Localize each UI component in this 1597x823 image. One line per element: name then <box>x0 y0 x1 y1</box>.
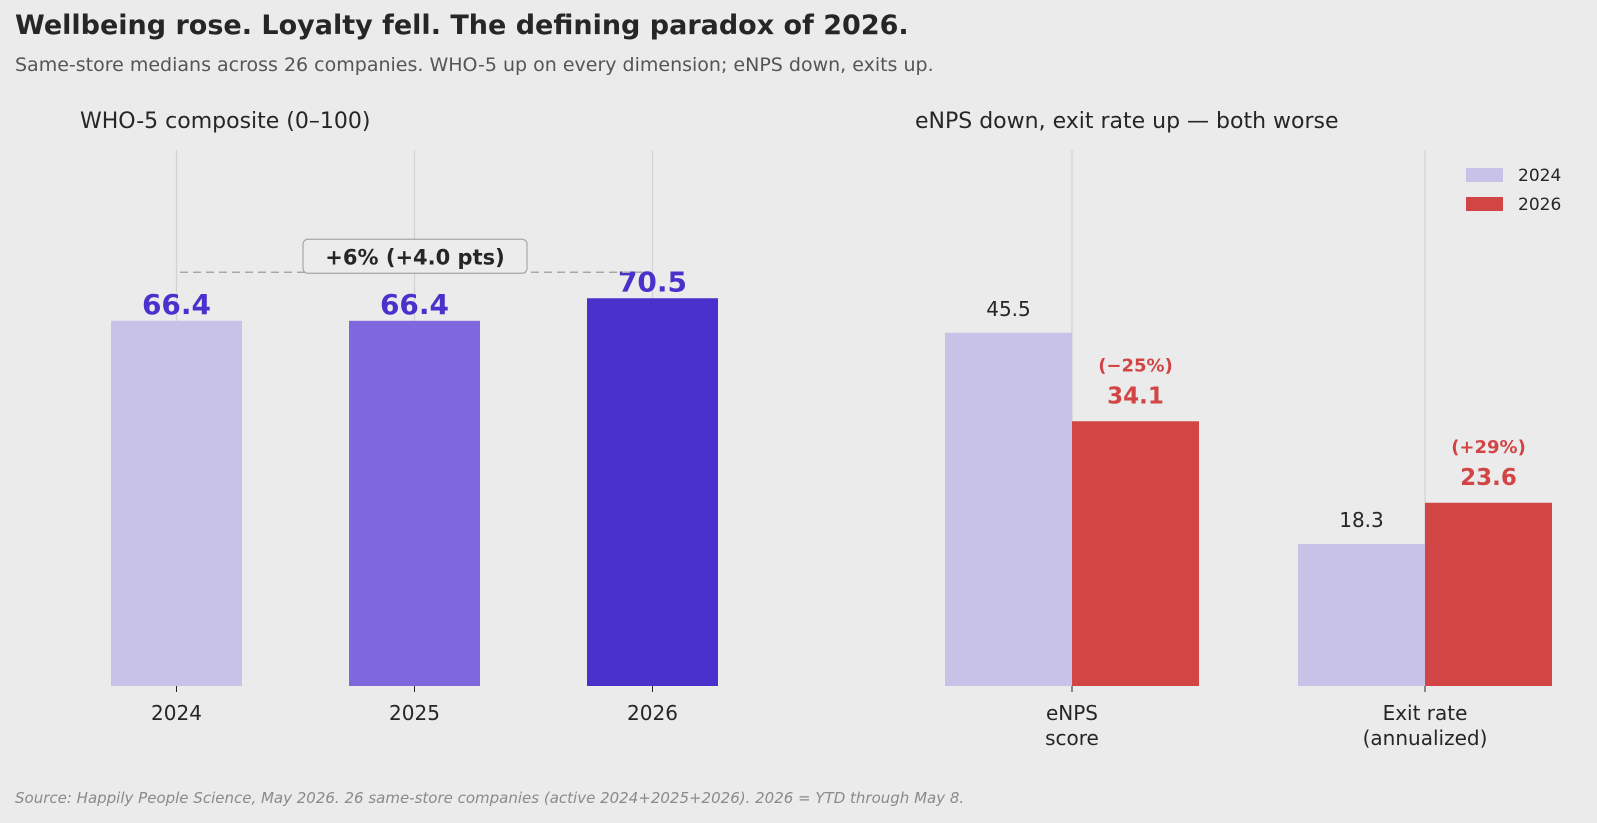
who5-bar-2025 <box>349 320 480 686</box>
bar-2026-0 <box>1072 421 1199 686</box>
page-subtitle: Same-store medians across 26 companies. … <box>15 54 934 76</box>
x-tick-label: 2026 <box>627 701 678 725</box>
change-label-2026: (−25%) <box>1098 355 1173 376</box>
change-annotation: +6% (+4.0 pts) <box>325 245 504 269</box>
legend: 2024 2026 <box>1466 166 1561 215</box>
legend-label-2026: 2026 <box>1518 195 1561 215</box>
bar-2024-1 <box>1298 543 1425 686</box>
source-note: Source: Happily People Science, May 2026… <box>15 789 965 807</box>
legend-label-2024: 2024 <box>1518 166 1561 186</box>
who5-chart-title: WHO-5 composite (0–100) <box>80 109 370 134</box>
x-tick-label: eNPS score <box>1045 701 1099 750</box>
legend-swatch-2024 <box>1466 168 1503 182</box>
x-tick-label: 2025 <box>389 701 440 725</box>
enps-exit-chart: eNPS down, exit rate up — both worse 45.… <box>915 109 1561 750</box>
legend-swatch-2026 <box>1466 197 1503 211</box>
change-label-2026: (+29%) <box>1451 437 1526 458</box>
page-title: Wellbeing rose. Loyalty fell. The defini… <box>15 10 909 41</box>
who5-value-label: 66.4 <box>142 288 211 321</box>
value-label-2024: 45.5 <box>986 297 1031 321</box>
bar-2026-1 <box>1425 502 1552 686</box>
x-tick-label: 2024 <box>151 701 202 725</box>
who5-bar-2024 <box>111 320 242 686</box>
who5-value-label: 66.4 <box>380 288 449 321</box>
who5-value-label: 70.5 <box>618 265 687 298</box>
who5-bar-2026 <box>587 298 718 686</box>
annotation-box <box>302 238 528 274</box>
value-label-2026: 34.1 <box>1107 383 1164 409</box>
value-label-2024: 18.3 <box>1339 508 1384 532</box>
enps-exit-chart-title: eNPS down, exit rate up — both worse <box>915 109 1339 134</box>
x-tick-label: Exit rate (annualized) <box>1363 701 1488 750</box>
who5-chart: WHO-5 composite (0–100) 66.4 66.4 70.5 202… <box>80 109 718 725</box>
bar-2024-0 <box>945 332 1072 686</box>
value-label-2026: 23.6 <box>1460 465 1517 491</box>
